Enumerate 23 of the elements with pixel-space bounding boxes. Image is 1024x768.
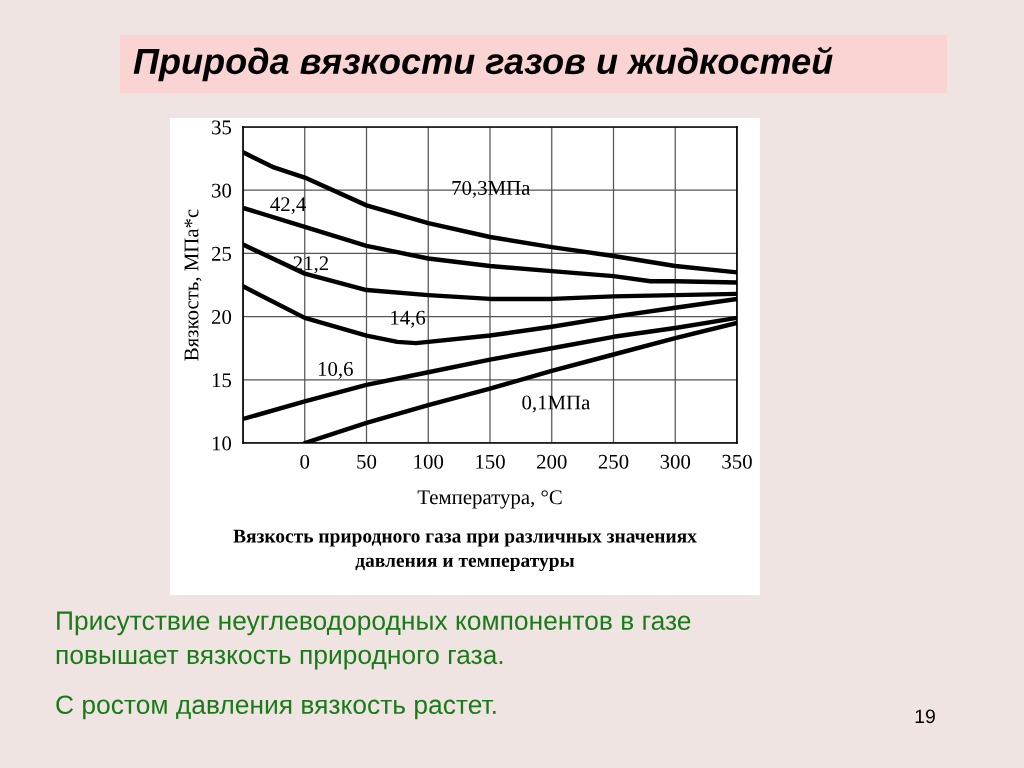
y-tick-label: 15 — [212, 373, 232, 388]
x-tick-label: 350 — [722, 454, 752, 469]
y-tick-label: 25 — [211, 246, 232, 261]
series-label: 70,3МПа — [452, 180, 531, 198]
x-tick-label: 100 — [414, 454, 444, 469]
text: Присутствие неуглеводородных компонентов в газе повышает вязкость природного газа. — [56, 611, 691, 670]
x-tick-label: 200 — [537, 454, 567, 469]
x-tick-label: 250 — [598, 454, 629, 469]
x-tick-label: 150 — [476, 454, 505, 469]
series-label: 10,6 — [318, 361, 353, 379]
x-tick-label: 300 — [660, 454, 691, 469]
text: С ростом давления вязкость растет. — [56, 695, 496, 720]
chart-title: Природа вязкости газов и жидкостей — [133, 46, 833, 82]
y-axis-title: Вязкость, МПа*с — [184, 209, 202, 361]
text: 19 — [915, 709, 935, 724]
text: Вязкость природного газа при различных значениях давления и температуры — [233, 529, 697, 572]
x-axis-title: Температура, °C — [417, 490, 562, 509]
y-tick-label: 20 — [211, 309, 232, 325]
x-tick-label: 50 — [357, 454, 377, 469]
y-tick-label: 10 — [212, 436, 232, 451]
x-tick-label: 0 — [300, 454, 310, 469]
y-tick-label: 30 — [212, 183, 232, 198]
y-tick-label: 35 — [212, 120, 232, 135]
